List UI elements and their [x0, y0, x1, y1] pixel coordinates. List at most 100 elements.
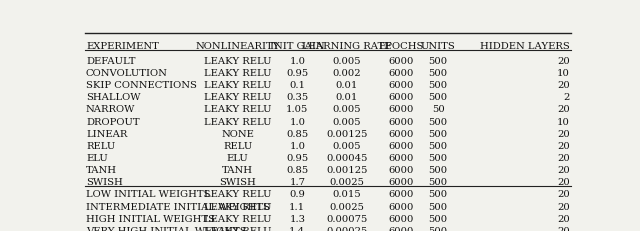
- Text: 1.1: 1.1: [289, 202, 305, 211]
- Text: 0.00025: 0.00025: [326, 226, 367, 231]
- Text: HIGH INITIAL WEIGHTS: HIGH INITIAL WEIGHTS: [86, 214, 215, 223]
- Text: 50: 50: [432, 105, 445, 114]
- Text: 500: 500: [429, 165, 447, 174]
- Text: LEAKY RELU: LEAKY RELU: [204, 226, 271, 231]
- Text: 6000: 6000: [388, 190, 414, 198]
- Text: 500: 500: [429, 153, 447, 162]
- Text: TANH: TANH: [222, 165, 253, 174]
- Text: 0.0025: 0.0025: [330, 202, 364, 211]
- Text: LEAKY RELU: LEAKY RELU: [204, 93, 271, 102]
- Text: LEAKY RELU: LEAKY RELU: [204, 117, 271, 126]
- Text: TANH: TANH: [86, 165, 117, 174]
- Text: 6000: 6000: [388, 153, 414, 162]
- Text: SWISH: SWISH: [86, 177, 123, 186]
- Text: 500: 500: [429, 69, 447, 78]
- Text: 0.1: 0.1: [289, 81, 305, 90]
- Text: LEAKY RELU: LEAKY RELU: [204, 57, 271, 66]
- Text: NARROW: NARROW: [86, 105, 135, 114]
- Text: 500: 500: [429, 93, 447, 102]
- Text: 0.95: 0.95: [286, 153, 308, 162]
- Text: 20: 20: [557, 81, 570, 90]
- Text: LEAKY RELU: LEAKY RELU: [204, 190, 271, 198]
- Text: LEAKY RELU: LEAKY RELU: [204, 69, 271, 78]
- Text: 2: 2: [564, 93, 570, 102]
- Text: 20: 20: [557, 190, 570, 198]
- Text: 20: 20: [557, 129, 570, 138]
- Text: 1.05: 1.05: [286, 105, 308, 114]
- Text: SKIP CONNECTIONS: SKIP CONNECTIONS: [86, 81, 197, 90]
- Text: 6000: 6000: [388, 226, 414, 231]
- Text: 0.35: 0.35: [286, 93, 308, 102]
- Text: 20: 20: [557, 165, 570, 174]
- Text: VERY HIGH INITIAL WEIGHTS: VERY HIGH INITIAL WEIGHTS: [86, 226, 246, 231]
- Text: 6000: 6000: [388, 214, 414, 223]
- Text: EXPERIMENT: EXPERIMENT: [86, 42, 159, 51]
- Text: 0.0025: 0.0025: [330, 177, 364, 186]
- Text: 6000: 6000: [388, 105, 414, 114]
- Text: 1.4: 1.4: [289, 226, 305, 231]
- Text: 1.3: 1.3: [289, 214, 305, 223]
- Text: 6000: 6000: [388, 81, 414, 90]
- Text: LEAKY RELU: LEAKY RELU: [204, 202, 271, 211]
- Text: 1.7: 1.7: [289, 177, 305, 186]
- Text: 20: 20: [557, 105, 570, 114]
- Text: 500: 500: [429, 226, 447, 231]
- Text: 500: 500: [429, 177, 447, 186]
- Text: ELU: ELU: [86, 153, 108, 162]
- Text: 6000: 6000: [388, 165, 414, 174]
- Text: SWISH: SWISH: [220, 177, 256, 186]
- Text: EPOCHS: EPOCHS: [379, 42, 424, 51]
- Text: 0.01: 0.01: [335, 93, 358, 102]
- Text: 0.00125: 0.00125: [326, 129, 367, 138]
- Text: 0.85: 0.85: [286, 129, 308, 138]
- Text: LINEAR: LINEAR: [86, 129, 127, 138]
- Text: 500: 500: [429, 214, 447, 223]
- Text: 20: 20: [557, 177, 570, 186]
- Text: 10: 10: [557, 69, 570, 78]
- Text: 500: 500: [429, 141, 447, 150]
- Text: 0.00075: 0.00075: [326, 214, 367, 223]
- Text: 0.00125: 0.00125: [326, 165, 367, 174]
- Text: RELU: RELU: [223, 141, 252, 150]
- Text: 6000: 6000: [388, 69, 414, 78]
- Text: LEARNING RATE: LEARNING RATE: [302, 42, 392, 51]
- Text: INTERMEDIATE INITIAL WEIGHTS: INTERMEDIATE INITIAL WEIGHTS: [86, 202, 270, 211]
- Text: 500: 500: [429, 117, 447, 126]
- Text: LEAKY RELU: LEAKY RELU: [204, 214, 271, 223]
- Text: 500: 500: [429, 190, 447, 198]
- Text: 6000: 6000: [388, 129, 414, 138]
- Text: 0.005: 0.005: [333, 141, 361, 150]
- Text: 0.005: 0.005: [333, 117, 361, 126]
- Text: RELU: RELU: [86, 141, 115, 150]
- Text: DEFAULT: DEFAULT: [86, 57, 136, 66]
- Text: LEAKY RELU: LEAKY RELU: [204, 81, 271, 90]
- Text: UNITS: UNITS: [420, 42, 456, 51]
- Text: 0.005: 0.005: [333, 105, 361, 114]
- Text: 6000: 6000: [388, 117, 414, 126]
- Text: 1.0: 1.0: [289, 57, 305, 66]
- Text: HIDDEN LAYERS: HIDDEN LAYERS: [480, 42, 570, 51]
- Text: 1.0: 1.0: [289, 141, 305, 150]
- Text: 0.002: 0.002: [333, 69, 361, 78]
- Text: CONVOLUTION: CONVOLUTION: [86, 69, 168, 78]
- Text: INIT GAIN: INIT GAIN: [270, 42, 324, 51]
- Text: 20: 20: [557, 202, 570, 211]
- Text: 0.01: 0.01: [335, 81, 358, 90]
- Text: 20: 20: [557, 153, 570, 162]
- Text: 500: 500: [429, 57, 447, 66]
- Text: 6000: 6000: [388, 57, 414, 66]
- Text: 0.9: 0.9: [289, 190, 305, 198]
- Text: 0.95: 0.95: [286, 69, 308, 78]
- Text: 500: 500: [429, 81, 447, 90]
- Text: 10: 10: [557, 117, 570, 126]
- Text: 1.0: 1.0: [289, 117, 305, 126]
- Text: 20: 20: [557, 57, 570, 66]
- Text: DROPOUT: DROPOUT: [86, 117, 140, 126]
- Text: 20: 20: [557, 214, 570, 223]
- Text: 500: 500: [429, 202, 447, 211]
- Text: 500: 500: [429, 129, 447, 138]
- Text: LEAKY RELU: LEAKY RELU: [204, 105, 271, 114]
- Text: 20: 20: [557, 141, 570, 150]
- Text: NONE: NONE: [221, 129, 254, 138]
- Text: ELU: ELU: [227, 153, 248, 162]
